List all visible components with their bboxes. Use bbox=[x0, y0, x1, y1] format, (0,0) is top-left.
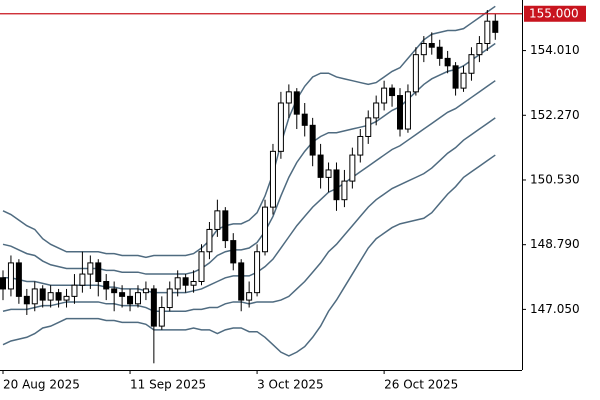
x-tick-label: 3 Oct 2025 bbox=[257, 378, 324, 392]
candle-body bbox=[389, 87, 396, 97]
candle-body bbox=[341, 180, 348, 201]
candle-body bbox=[404, 91, 411, 130]
candle-body bbox=[397, 95, 403, 130]
candle-body bbox=[39, 288, 46, 301]
candle-body bbox=[87, 262, 94, 275]
y-tick-label: 154.010 bbox=[530, 43, 580, 57]
candle-body bbox=[134, 292, 141, 305]
band-line bbox=[2, 5, 496, 259]
candle-body bbox=[95, 262, 102, 282]
candle-body bbox=[7, 262, 14, 290]
candle-body bbox=[357, 135, 364, 156]
x-tick-label: 20 Aug 2025 bbox=[3, 378, 80, 392]
candle-body bbox=[142, 288, 149, 294]
candle-body bbox=[182, 277, 189, 286]
candle-body bbox=[31, 288, 38, 305]
candle-body bbox=[103, 280, 110, 290]
band-line bbox=[2, 42, 496, 275]
candle-body bbox=[158, 307, 165, 327]
candle-body bbox=[277, 102, 284, 152]
candle-body bbox=[301, 113, 308, 126]
candle-body bbox=[460, 72, 467, 89]
candle-body bbox=[420, 43, 427, 56]
candle-body bbox=[428, 43, 435, 48]
y-tick-label: 147.050 bbox=[530, 302, 580, 316]
candle-body bbox=[206, 228, 213, 253]
candle-body bbox=[373, 102, 380, 119]
candle-body bbox=[55, 292, 62, 301]
candle-body bbox=[325, 169, 332, 178]
band-line bbox=[2, 154, 496, 357]
candle-body bbox=[222, 210, 229, 242]
candle-body bbox=[262, 206, 269, 253]
candle-body bbox=[119, 292, 126, 297]
candle-body bbox=[254, 251, 261, 294]
candle-body bbox=[0, 277, 6, 290]
candle-body bbox=[317, 154, 324, 178]
candle-body bbox=[79, 273, 86, 286]
candle-body bbox=[198, 251, 205, 282]
candle-body bbox=[166, 288, 173, 309]
candle-body bbox=[333, 169, 340, 201]
candle-body bbox=[309, 124, 316, 156]
candle-body bbox=[190, 280, 197, 286]
price-label: 155.000 bbox=[529, 6, 579, 20]
candle-body bbox=[150, 288, 157, 327]
candle-body bbox=[238, 262, 245, 301]
candle-body bbox=[444, 57, 451, 67]
candle-body bbox=[23, 295, 30, 305]
x-tick-label: 26 Oct 2025 bbox=[384, 378, 458, 392]
y-tick-label: 152.270 bbox=[530, 108, 580, 122]
candle-body bbox=[452, 65, 459, 89]
candle-body bbox=[214, 210, 221, 230]
y-tick-label: 150.530 bbox=[530, 172, 580, 186]
candle-body bbox=[127, 295, 134, 305]
candle-body bbox=[365, 117, 372, 137]
candle-body bbox=[246, 292, 253, 301]
candle-body bbox=[230, 240, 237, 264]
candle-body bbox=[47, 292, 54, 301]
candle-body bbox=[492, 20, 499, 33]
y-tick-label: 148.790 bbox=[530, 237, 580, 251]
candle-body bbox=[293, 91, 300, 115]
x-tick-label: 11 Sep 2025 bbox=[130, 378, 206, 392]
candle-body bbox=[476, 43, 483, 56]
price-label-box bbox=[524, 5, 586, 22]
candle-body bbox=[412, 54, 419, 93]
candle-body bbox=[436, 46, 443, 59]
candle-body bbox=[285, 91, 292, 104]
candle-body bbox=[269, 150, 276, 208]
candle-body bbox=[174, 277, 181, 290]
candle-body bbox=[468, 54, 475, 74]
candle-body bbox=[71, 284, 78, 297]
candle-body bbox=[63, 295, 70, 301]
candle-body bbox=[484, 20, 491, 45]
candle-body bbox=[111, 288, 118, 294]
candle-body bbox=[15, 262, 22, 297]
candle-body bbox=[381, 87, 388, 104]
candle-body bbox=[349, 154, 356, 182]
